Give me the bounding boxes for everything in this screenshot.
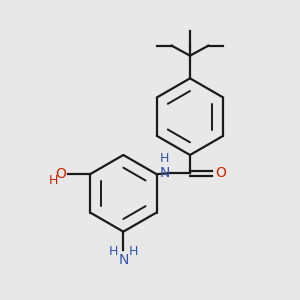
Text: N: N (118, 253, 128, 267)
Text: H: H (129, 245, 138, 258)
Text: H: H (109, 245, 118, 258)
Text: O: O (216, 166, 226, 180)
Text: H: H (160, 152, 169, 165)
Text: O: O (55, 167, 66, 181)
Text: H: H (49, 174, 58, 187)
Text: N: N (159, 166, 169, 180)
